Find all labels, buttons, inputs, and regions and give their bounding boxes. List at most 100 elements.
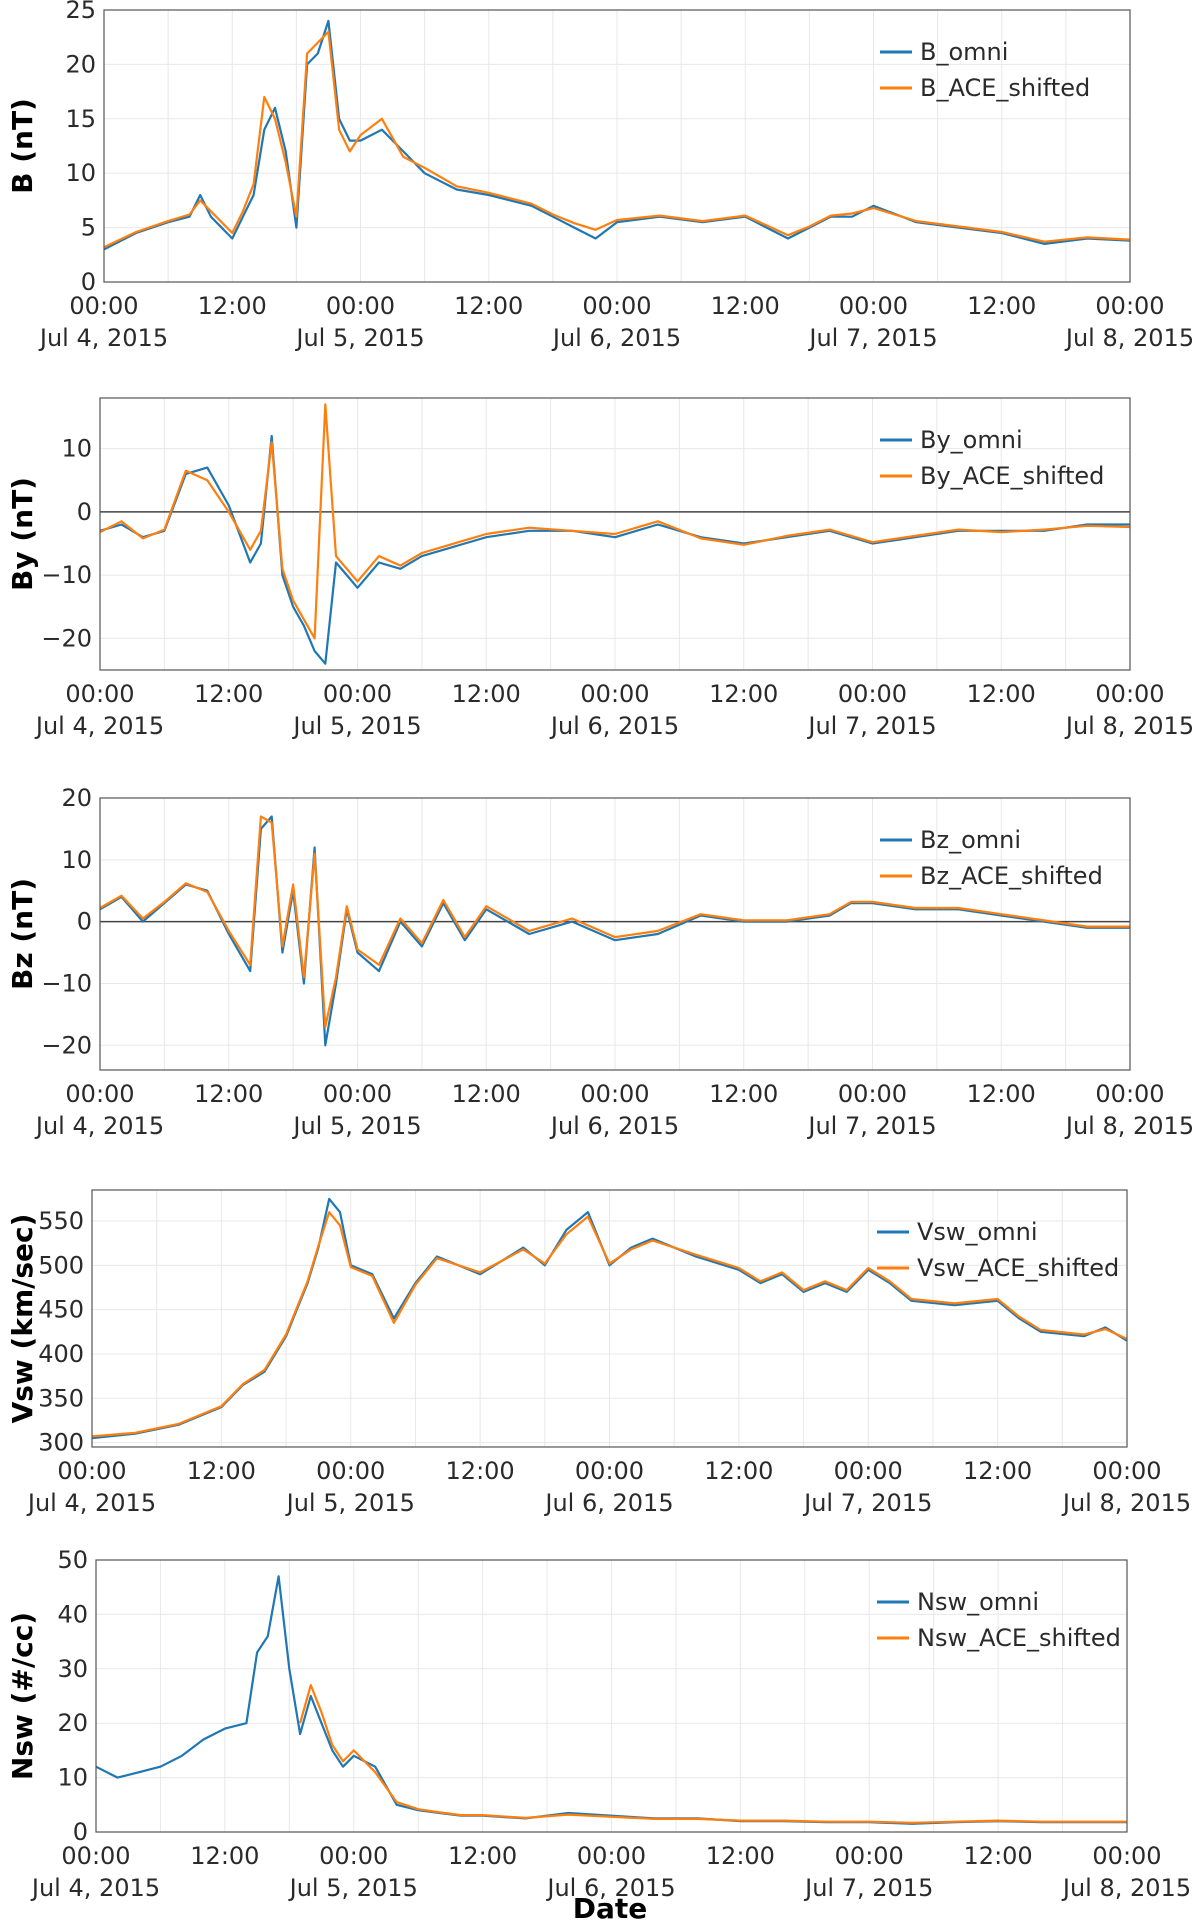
b-x-tick-date: Jul 6, 2015 [551, 324, 681, 352]
by-y-tick-label: −20 [41, 624, 92, 652]
b-x-tick-time: 12:00 [454, 292, 523, 320]
b-y-tick-label: 15 [65, 105, 96, 133]
bz-y-tick-label: −20 [41, 1031, 92, 1059]
bz-x-tick-time: 00:00 [323, 1080, 392, 1108]
vsw-x-tick-date: Jul 8, 2015 [1061, 1489, 1191, 1517]
bz-x-tick-time: 12:00 [709, 1080, 778, 1108]
nsw-y-tick-label: 30 [57, 1655, 88, 1683]
by-x-tick-time: 12:00 [967, 680, 1036, 708]
bz-y-tick-label: −10 [41, 969, 92, 997]
b-y-tick-label: 5 [81, 214, 96, 242]
b-y-axis-title: B (nT) [6, 98, 39, 194]
bz-x-tick-time: 00:00 [1095, 1080, 1164, 1108]
by-y-axis-title: By (nT) [6, 477, 39, 591]
by-x-tick-time: 00:00 [838, 680, 907, 708]
bz-y-tick-label: 10 [61, 846, 92, 874]
b-x-tick-time: 00:00 [582, 292, 651, 320]
b-legend-label-omni: B_omni [920, 38, 1008, 66]
nsw-y-tick-label: 50 [57, 1546, 88, 1574]
vsw-x-tick-date: Jul 5, 2015 [285, 1489, 415, 1517]
b-legend-label-ace: B_ACE_shifted [920, 74, 1090, 102]
bz-x-tick-time: 12:00 [967, 1080, 1036, 1108]
b-plot-frame [103, 9, 1131, 283]
by-x-tick-date: Jul 7, 2015 [806, 712, 936, 740]
vsw-y-tick-label: 300 [38, 1429, 84, 1457]
bz-y-axis-title: Bz (nT) [6, 878, 39, 990]
bz-x-tick-date: Jul 6, 2015 [549, 1112, 679, 1140]
b-x-tick-time: 12:00 [967, 292, 1036, 320]
by-series-ace-line [99, 403, 1131, 640]
by-legend-label-ace: By_ACE_shifted [920, 462, 1104, 490]
bz-legend-label-omni: Bz_omni [920, 826, 1021, 854]
x-axis-title: Date [573, 1892, 648, 1925]
by-x-tick-time: 00:00 [1095, 680, 1164, 708]
by-x-tick-date: Jul 8, 2015 [1064, 712, 1194, 740]
bz-x-tick-date: Jul 7, 2015 [806, 1112, 936, 1140]
nsw-x-tick-time: 12:00 [190, 1842, 259, 1870]
by-y-tick-label: −10 [41, 561, 92, 589]
nsw-legend-label-ace: Nsw_ACE_shifted [917, 1624, 1121, 1652]
vsw-legend-label-ace: Vsw_ACE_shifted [917, 1254, 1119, 1282]
nsw-x-tick-time: 00:00 [835, 1842, 904, 1870]
b-y-tick-label: 25 [65, 0, 96, 24]
nsw-x-tick-time: 00:00 [1092, 1842, 1161, 1870]
by-x-tick-date: Jul 4, 2015 [34, 712, 164, 740]
vsw-x-tick-time: 00:00 [316, 1457, 385, 1485]
bz-x-tick-date: Jul 5, 2015 [291, 1112, 421, 1140]
bz-x-tick-time: 00:00 [838, 1080, 907, 1108]
vsw-x-tick-time: 00:00 [575, 1457, 644, 1485]
b-y-tick-label: 0 [81, 268, 96, 296]
b-x-tick-time: 12:00 [711, 292, 780, 320]
vsw-y-tick-label: 550 [38, 1207, 84, 1235]
nsw-y-tick-label: 40 [57, 1600, 88, 1628]
b-x-tick-date: Jul 7, 2015 [807, 324, 937, 352]
nsw-x-tick-date: Jul 4, 2015 [30, 1874, 160, 1902]
b-y-tick-label: 20 [65, 50, 96, 78]
b-series-ace-line [103, 30, 1131, 249]
by-x-tick-time: 00:00 [580, 680, 649, 708]
bz-series-omni-line [99, 815, 1130, 1047]
vsw-x-tick-time: 12:00 [704, 1457, 773, 1485]
bz-x-tick-time: 00:00 [65, 1080, 134, 1108]
b-x-tick-time: 12:00 [198, 292, 267, 320]
nsw-x-tick-time: 12:00 [448, 1842, 517, 1870]
b-x-tick-time: 00:00 [839, 292, 908, 320]
nsw-y-tick-label: 10 [57, 1764, 88, 1792]
nsw-y-tick-label: 20 [57, 1709, 88, 1737]
by-y-tick-label: 10 [61, 435, 92, 463]
panel-nsw: 0 10 20 30 40 50 00:00 Jul 4, 2015 12:00 00:00 Jul… [6, 1546, 1191, 1902]
by-x-tick-date: Jul 5, 2015 [291, 712, 421, 740]
b-x-tick-time: 00:00 [326, 292, 395, 320]
nsw-x-tick-date: Jul 5, 2015 [288, 1874, 418, 1902]
vsw-y-tick-label: 400 [38, 1340, 84, 1368]
bz-x-tick-date: Jul 8, 2015 [1064, 1112, 1194, 1140]
by-x-tick-date: Jul 6, 2015 [549, 712, 679, 740]
nsw-y-tick-label: 0 [73, 1818, 88, 1846]
vsw-x-tick-time: 00:00 [834, 1457, 903, 1485]
vsw-series-ace-line [91, 1211, 1128, 1438]
by-x-tick-time: 12:00 [194, 680, 263, 708]
nsw-x-tick-time: 12:00 [706, 1842, 775, 1870]
b-x-tick-date: Jul 4, 2015 [38, 324, 168, 352]
bz-series-ace-line [99, 815, 1130, 1028]
nsw-x-tick-time: 00:00 [319, 1842, 388, 1870]
vsw-y-tick-label: 350 [38, 1384, 84, 1412]
by-x-tick-time: 12:00 [452, 680, 521, 708]
bz-x-tick-time: 12:00 [452, 1080, 521, 1108]
vsw-y-tick-label: 500 [38, 1251, 84, 1279]
nsw-x-tick-time: 00:00 [577, 1842, 646, 1870]
bz-y-tick-label: 20 [61, 784, 92, 812]
nsw-plot-frame [95, 1559, 1128, 1833]
panel-bz: −20 −10 0 10 20 00:00 Jul 4, 2015 12:00 00:00 Jul… [6, 784, 1194, 1140]
by-x-tick-time: 12:00 [709, 680, 778, 708]
vsw-plot-frame [91, 1189, 1128, 1448]
b-x-tick-time: 00:00 [1095, 292, 1164, 320]
vsw-x-tick-time: 12:00 [187, 1457, 256, 1485]
by-x-tick-time: 00:00 [323, 680, 392, 708]
bz-x-tick-time: 12:00 [194, 1080, 263, 1108]
vsw-x-tick-time: 12:00 [963, 1457, 1032, 1485]
nsw-y-axis-title: Nsw (#/cc) [6, 1612, 39, 1780]
by-y-tick-label: 0 [77, 498, 92, 526]
nsw-x-tick-time: 12:00 [964, 1842, 1033, 1870]
